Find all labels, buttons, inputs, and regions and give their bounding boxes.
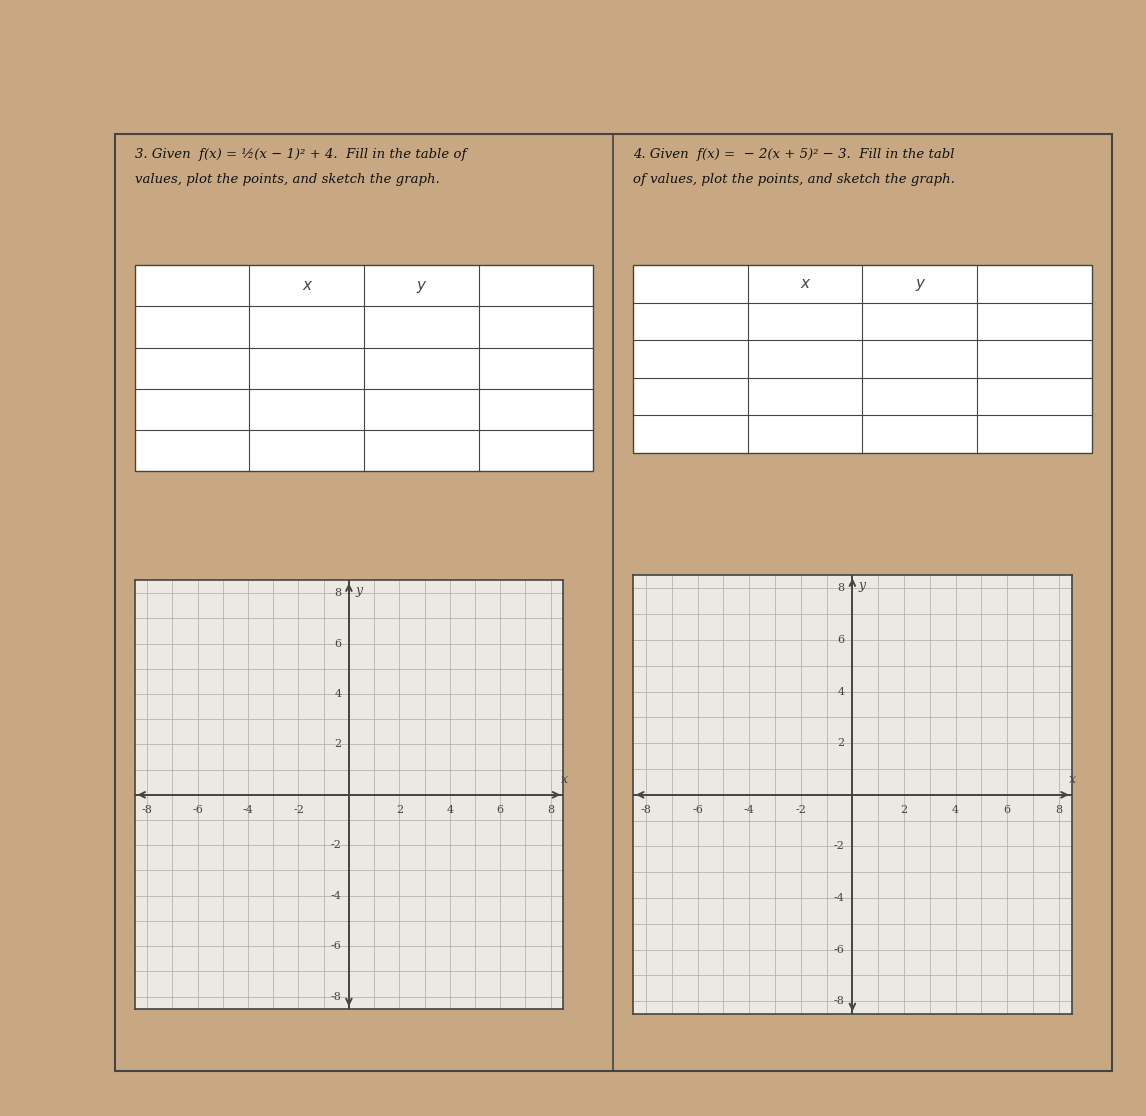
Text: 4: 4 (838, 686, 845, 696)
Text: values, plot the points, and sketch the graph.: values, plot the points, and sketch the … (134, 173, 439, 186)
Text: y: y (355, 585, 362, 597)
Text: 4: 4 (335, 689, 342, 699)
Text: 6: 6 (1004, 805, 1011, 815)
Text: y: y (417, 278, 425, 294)
Text: x: x (1069, 772, 1076, 786)
Text: -6: -6 (692, 805, 702, 815)
Text: 6: 6 (335, 638, 342, 648)
Text: -8: -8 (330, 991, 342, 1001)
Text: y: y (858, 579, 866, 593)
Text: x: x (303, 278, 311, 294)
Text: -4: -4 (834, 893, 845, 903)
Text: 4. Given  f(x) =  − 2(x + 5)² − 3.  Fill in the tabl: 4. Given f(x) = − 2(x + 5)² − 3. Fill in… (633, 148, 955, 161)
Text: 8: 8 (547, 805, 555, 815)
Text: 3. Given  f(x) = ½(x − 1)² + 4.  Fill in the table of: 3. Given f(x) = ½(x − 1)² + 4. Fill in t… (134, 148, 466, 161)
Text: 2: 2 (335, 740, 342, 749)
Text: -6: -6 (834, 944, 845, 954)
Text: of values, plot the points, and sketch the graph.: of values, plot the points, and sketch t… (633, 173, 955, 186)
Text: x: x (560, 773, 567, 786)
Text: x: x (801, 277, 809, 291)
Text: -2: -2 (330, 840, 342, 850)
Text: 6: 6 (838, 635, 845, 645)
Text: 8: 8 (335, 588, 342, 598)
Text: -8: -8 (641, 805, 651, 815)
Text: -8: -8 (834, 997, 845, 1007)
Text: -6: -6 (330, 941, 342, 951)
Text: -4: -4 (330, 891, 342, 901)
Text: -8: -8 (142, 805, 152, 815)
Text: -4: -4 (243, 805, 253, 815)
Text: -6: -6 (193, 805, 203, 815)
Text: -2: -2 (834, 841, 845, 852)
Text: 2: 2 (395, 805, 403, 815)
Text: 6: 6 (496, 805, 504, 815)
Text: 2: 2 (901, 805, 908, 815)
Text: 4: 4 (952, 805, 959, 815)
Text: 2: 2 (838, 738, 845, 748)
Text: -4: -4 (744, 805, 754, 815)
Text: 4: 4 (446, 805, 454, 815)
Text: 8: 8 (838, 584, 845, 594)
Text: 8: 8 (1055, 805, 1062, 815)
Bar (134, 266, 594, 471)
Text: -2: -2 (795, 805, 807, 815)
Text: -2: -2 (293, 805, 304, 815)
Text: y: y (916, 277, 924, 291)
Bar (633, 266, 1092, 453)
